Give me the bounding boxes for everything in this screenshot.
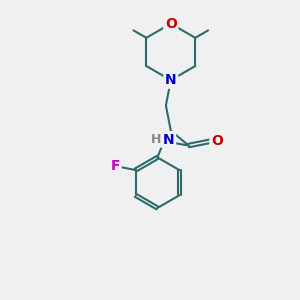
Text: H: H	[151, 133, 161, 146]
Text: O: O	[211, 134, 223, 148]
Text: N: N	[165, 73, 177, 87]
Text: N: N	[163, 133, 175, 147]
Text: F: F	[111, 160, 120, 173]
Text: O: O	[165, 17, 177, 31]
